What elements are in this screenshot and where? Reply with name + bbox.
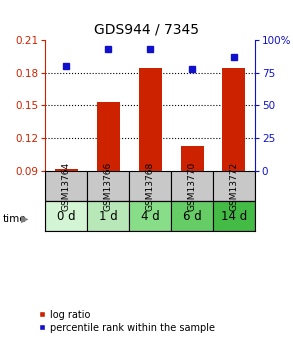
Bar: [129, 201, 171, 231]
Bar: [213, 171, 255, 201]
Text: GSM13772: GSM13772: [229, 162, 239, 211]
Legend: log ratio, percentile rank within the sample: log ratio, percentile rank within the sa…: [34, 306, 219, 337]
Text: GSM13764: GSM13764: [62, 162, 71, 211]
Bar: [139, 68, 162, 171]
Text: 14 d: 14 d: [221, 210, 247, 223]
Bar: [171, 201, 213, 231]
Bar: [87, 171, 129, 201]
Bar: [87, 201, 129, 231]
Bar: [45, 171, 87, 201]
Text: time: time: [3, 214, 27, 224]
Bar: [180, 146, 204, 171]
Bar: [97, 102, 120, 171]
Text: 6 d: 6 d: [183, 210, 201, 223]
Text: GDS944 / 7345: GDS944 / 7345: [94, 22, 199, 37]
Text: ▶: ▶: [21, 214, 29, 224]
Text: 1 d: 1 d: [99, 210, 117, 223]
Bar: [45, 201, 87, 231]
Bar: [222, 68, 246, 171]
Text: GSM13766: GSM13766: [104, 162, 113, 211]
Text: GSM13768: GSM13768: [146, 162, 155, 211]
Bar: [213, 201, 255, 231]
Text: 0 d: 0 d: [57, 210, 76, 223]
Text: 4 d: 4 d: [141, 210, 159, 223]
Bar: [55, 169, 78, 171]
Text: GSM13770: GSM13770: [188, 162, 197, 211]
Bar: [129, 171, 171, 201]
Bar: [171, 171, 213, 201]
